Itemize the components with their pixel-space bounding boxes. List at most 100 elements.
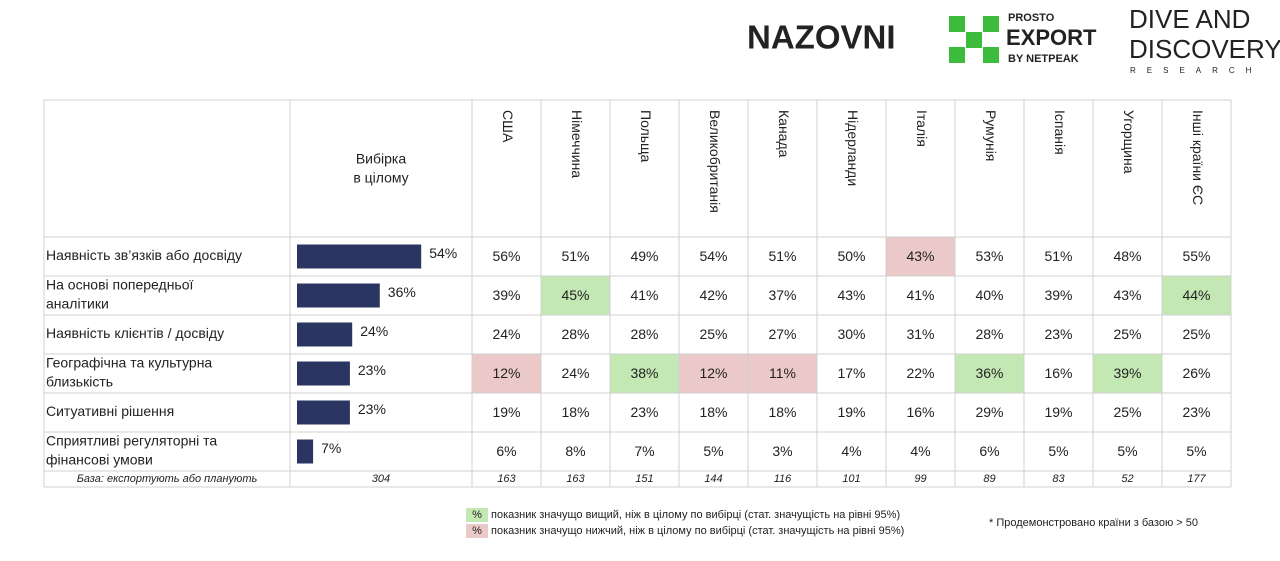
cell-value: 43% [906,248,934,264]
base-value: 89 [983,473,995,485]
base-value: 151 [635,473,653,485]
cell-value: 25% [1113,404,1141,420]
base-value: 163 [497,473,516,485]
cell-value: 39% [1044,287,1072,303]
cell-value: 27% [768,326,796,342]
logo-prosto-sub: BY NETPEAK [1008,53,1079,65]
cell-value: 12% [492,365,520,381]
cell-value: 19% [492,404,520,420]
cell-value: 48% [1113,248,1141,264]
column-header: Іспанія [1052,110,1068,155]
total-header: в цілому [353,170,408,186]
bar [297,439,314,464]
cell-value: 28% [561,326,589,342]
cell-shade [610,354,679,393]
bar-label: 23% [358,401,386,417]
cell-value: 36% [975,365,1003,381]
row-label: Сприятливі регуляторні та [46,433,217,449]
legend-text: показник значущо нижчий, ніж в цілому по… [491,525,904,537]
cell-value: 22% [906,365,934,381]
column-header: Румунія [983,110,999,161]
cell-value: 43% [837,287,865,303]
cell-value: 23% [1182,404,1210,420]
cell-value: 11% [769,365,796,381]
cell-value: 28% [975,326,1003,342]
cell-value: 18% [699,404,727,420]
cell-value: 7% [634,443,654,459]
cell-value: 4% [841,443,861,459]
base-value: 163 [566,473,585,485]
row-label: На основі попередньої [46,277,194,293]
cell-shade [1093,354,1162,393]
legend-swatch [466,508,488,522]
cell-value: 40% [975,287,1003,303]
column-header: Німеччина [569,110,585,178]
cell-value: 18% [561,404,589,420]
logo-dive: DISCOVERY [1129,34,1280,64]
cell-value: 19% [837,404,865,420]
logos: NAZOVNI PROSTO EXPORT BY NETPEAK DIVE AN… [747,4,1280,75]
bar-label: 23% [358,362,386,378]
cell-value: 17% [837,365,865,381]
cell-shade [748,354,817,393]
bar-label: 7% [321,440,341,456]
cell-value: 4% [910,443,930,459]
cell-value: 55% [1182,248,1210,264]
cell-value: 41% [630,287,658,303]
logo-icon [949,16,999,63]
bar-label: 36% [388,284,416,300]
cell-value: 5% [1186,443,1206,459]
bar [297,322,353,347]
base-value: 116 [774,473,792,485]
cell-shade [886,237,955,276]
base-value: 52 [1121,473,1133,485]
cell-value: 16% [1044,365,1072,381]
row-label: аналітики [46,296,109,312]
bar [297,361,350,386]
cell-value: 56% [492,248,520,264]
cell-value: 38% [630,365,658,381]
cell-value: 24% [492,326,520,342]
base-value: 304 [372,473,390,485]
cell-value: 54% [699,248,727,264]
base-value: 99 [914,473,926,485]
cell-value: 6% [979,443,999,459]
base-value: 144 [704,473,722,485]
cell-value: 53% [975,248,1003,264]
row-label: фінансові умови [46,452,153,468]
cell-value: 16% [906,404,934,420]
cell-value: 37% [768,287,796,303]
cell-value: 43% [1113,287,1141,303]
cell-value: 50% [837,248,865,264]
column-header: Нідерланди [845,110,861,186]
cell-value: 23% [630,404,658,420]
cell-shade [679,354,748,393]
bar-label: 24% [360,323,388,339]
column-header: Італія [914,110,930,147]
row-label: Наявність зв’язків або досвіду [46,247,242,263]
cell-value: 12% [699,365,727,381]
row-label: Наявність клієнтів / досвіду [46,325,224,341]
cell-value: 3% [772,443,792,459]
column-header: Польща [638,110,654,163]
base-value: 101 [842,473,860,485]
cell-shade [472,354,541,393]
base-label: База: експортують або планують [77,473,258,485]
row-label: близькість [46,374,113,390]
legend-symbol: % [472,509,482,521]
cell-value: 51% [768,248,796,264]
cell-value: 18% [768,404,796,420]
column-header: Канада [776,110,792,158]
legend-swatch [466,524,488,538]
column-header: Угорщина [1121,110,1137,174]
cell-value: 28% [630,326,658,342]
cell-value: 5% [1048,443,1068,459]
column-header: Великобританія [707,110,723,213]
cell-value: 45% [561,287,589,303]
total-header: Вибірка [356,151,407,167]
cell-value: 42% [699,287,727,303]
row-label: Ситуативні рішення [46,403,174,419]
cell-value: 25% [1113,326,1141,342]
column-header: Інші країни ЄС [1190,110,1206,205]
